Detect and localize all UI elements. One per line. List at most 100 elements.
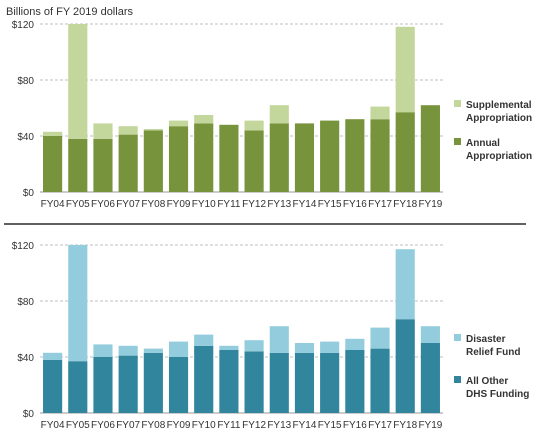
x-tick-label: FY14 — [293, 420, 317, 431]
bar-segment — [269, 352, 289, 413]
legend-label: DHS Funding — [466, 389, 529, 400]
legend-label: Appropriation — [466, 113, 532, 124]
x-tick-label: FY17 — [368, 420, 392, 431]
legend-label: All Other — [466, 376, 508, 387]
bar-segment — [420, 105, 440, 192]
bar-segment — [395, 249, 415, 320]
bar-segment — [269, 326, 289, 353]
x-tick-label: FY12 — [242, 420, 266, 431]
bar-segment — [294, 352, 315, 413]
bar-segment — [118, 355, 138, 413]
bar-segment — [68, 361, 88, 413]
bar-segment — [370, 106, 390, 120]
bar-segment — [118, 345, 138, 356]
bar-segment — [143, 130, 163, 192]
bar-segment — [244, 130, 264, 192]
bar-segment — [93, 357, 113, 413]
bar-segment — [370, 327, 390, 349]
bar-segment — [168, 357, 189, 413]
x-tick-label: FY10 — [192, 199, 216, 210]
bar-segment — [269, 105, 289, 124]
legend-label: Annual — [466, 138, 500, 149]
x-tick-label: FY07 — [116, 420, 140, 431]
y-tick-label: $80 — [17, 76, 34, 87]
x-tick-label: FY05 — [66, 199, 90, 210]
x-tick-label: FY09 — [167, 420, 191, 431]
bar-segment — [93, 123, 113, 139]
bar-segment — [345, 350, 365, 413]
panel-drf-funding: $0 $40 $80 $120 FY04 FY05 FY06 FY07 FY08 FY09 FY10… — [12, 241, 530, 431]
bar-segment — [420, 326, 440, 343]
bar-segment — [294, 343, 315, 353]
legend-label: Relief Fund — [466, 347, 520, 358]
bar-segment — [345, 338, 365, 350]
x-tick-label: FY05 — [66, 420, 90, 431]
bar-segment — [194, 115, 214, 124]
bar-segment — [219, 350, 239, 413]
y-tick-label: $0 — [23, 409, 35, 420]
x-tick-label: FY19 — [418, 199, 442, 210]
bar-segment — [118, 134, 138, 192]
bar-segment — [93, 344, 113, 357]
legend-label: Appropriation — [466, 151, 532, 162]
bar-segment — [320, 341, 340, 353]
x-tick-label: FY11 — [217, 420, 241, 431]
x-tick-label: FY08 — [141, 420, 165, 431]
bar-segment — [194, 345, 214, 413]
bar-segment — [345, 119, 365, 192]
y-tick-label: $40 — [17, 132, 34, 143]
x-tick-label: FY06 — [91, 199, 115, 210]
x-tick-label: FY12 — [242, 199, 266, 210]
bar-segment — [143, 348, 163, 353]
bar-segment — [244, 351, 264, 413]
legend-swatch — [454, 100, 461, 107]
legend-swatch — [454, 138, 461, 145]
bar-segment — [219, 124, 239, 192]
x-tick-label: FY15 — [318, 420, 342, 431]
x-tick-label: FY17 — [368, 199, 392, 210]
x-tick-label: FY19 — [418, 420, 442, 431]
bar-segment — [68, 24, 88, 139]
bar-segment — [395, 26, 415, 113]
bar-segment — [320, 352, 340, 413]
x-tick-label: FY06 — [91, 420, 115, 431]
bar-segment — [43, 131, 63, 136]
bar-segment — [43, 359, 63, 413]
bar-segment — [43, 352, 63, 360]
bar-segment — [244, 340, 264, 352]
bar-segment — [118, 126, 138, 135]
bar-segment — [219, 345, 239, 350]
bar-segment — [420, 343, 440, 413]
bar-segment — [68, 245, 88, 362]
x-tick-label: FY18 — [393, 199, 417, 210]
x-tick-label: FY18 — [393, 420, 417, 431]
bar-segment — [269, 123, 289, 192]
bar-segment — [68, 138, 88, 192]
x-tick-label: FY04 — [41, 199, 65, 210]
y-axis-unit-label: Billions of FY 2019 dollars — [6, 6, 133, 18]
x-tick-label: FY11 — [217, 199, 241, 210]
y-tick-label: $120 — [12, 20, 35, 31]
panel-dhs-appropriations: $0 $40 $80 $120 FY04 FY05 FY06 FY07 FY08 FY09 FY10… — [12, 20, 532, 210]
bar-segment — [143, 352, 163, 413]
y-tick-label: $120 — [12, 241, 35, 252]
x-tick-label: FY16 — [343, 199, 367, 210]
x-tick-label: FY14 — [293, 199, 317, 210]
x-tick-label: FY13 — [267, 420, 291, 431]
legend-swatch — [454, 376, 461, 383]
legend-swatch — [454, 334, 461, 341]
bar-segment — [143, 129, 163, 131]
x-tick-label: FY10 — [192, 420, 216, 431]
bar-segment — [93, 138, 113, 192]
x-tick-label: FY09 — [167, 199, 191, 210]
bar-segment — [194, 123, 214, 192]
bar-segment — [168, 120, 189, 127]
bar-segment — [395, 112, 415, 192]
y-tick-label: $80 — [17, 297, 34, 308]
y-tick-label: $40 — [17, 353, 34, 364]
y-tick-label: $0 — [23, 188, 35, 199]
bar-segment — [43, 136, 63, 192]
x-tick-label: FY16 — [343, 420, 367, 431]
bar-segment — [370, 348, 390, 413]
